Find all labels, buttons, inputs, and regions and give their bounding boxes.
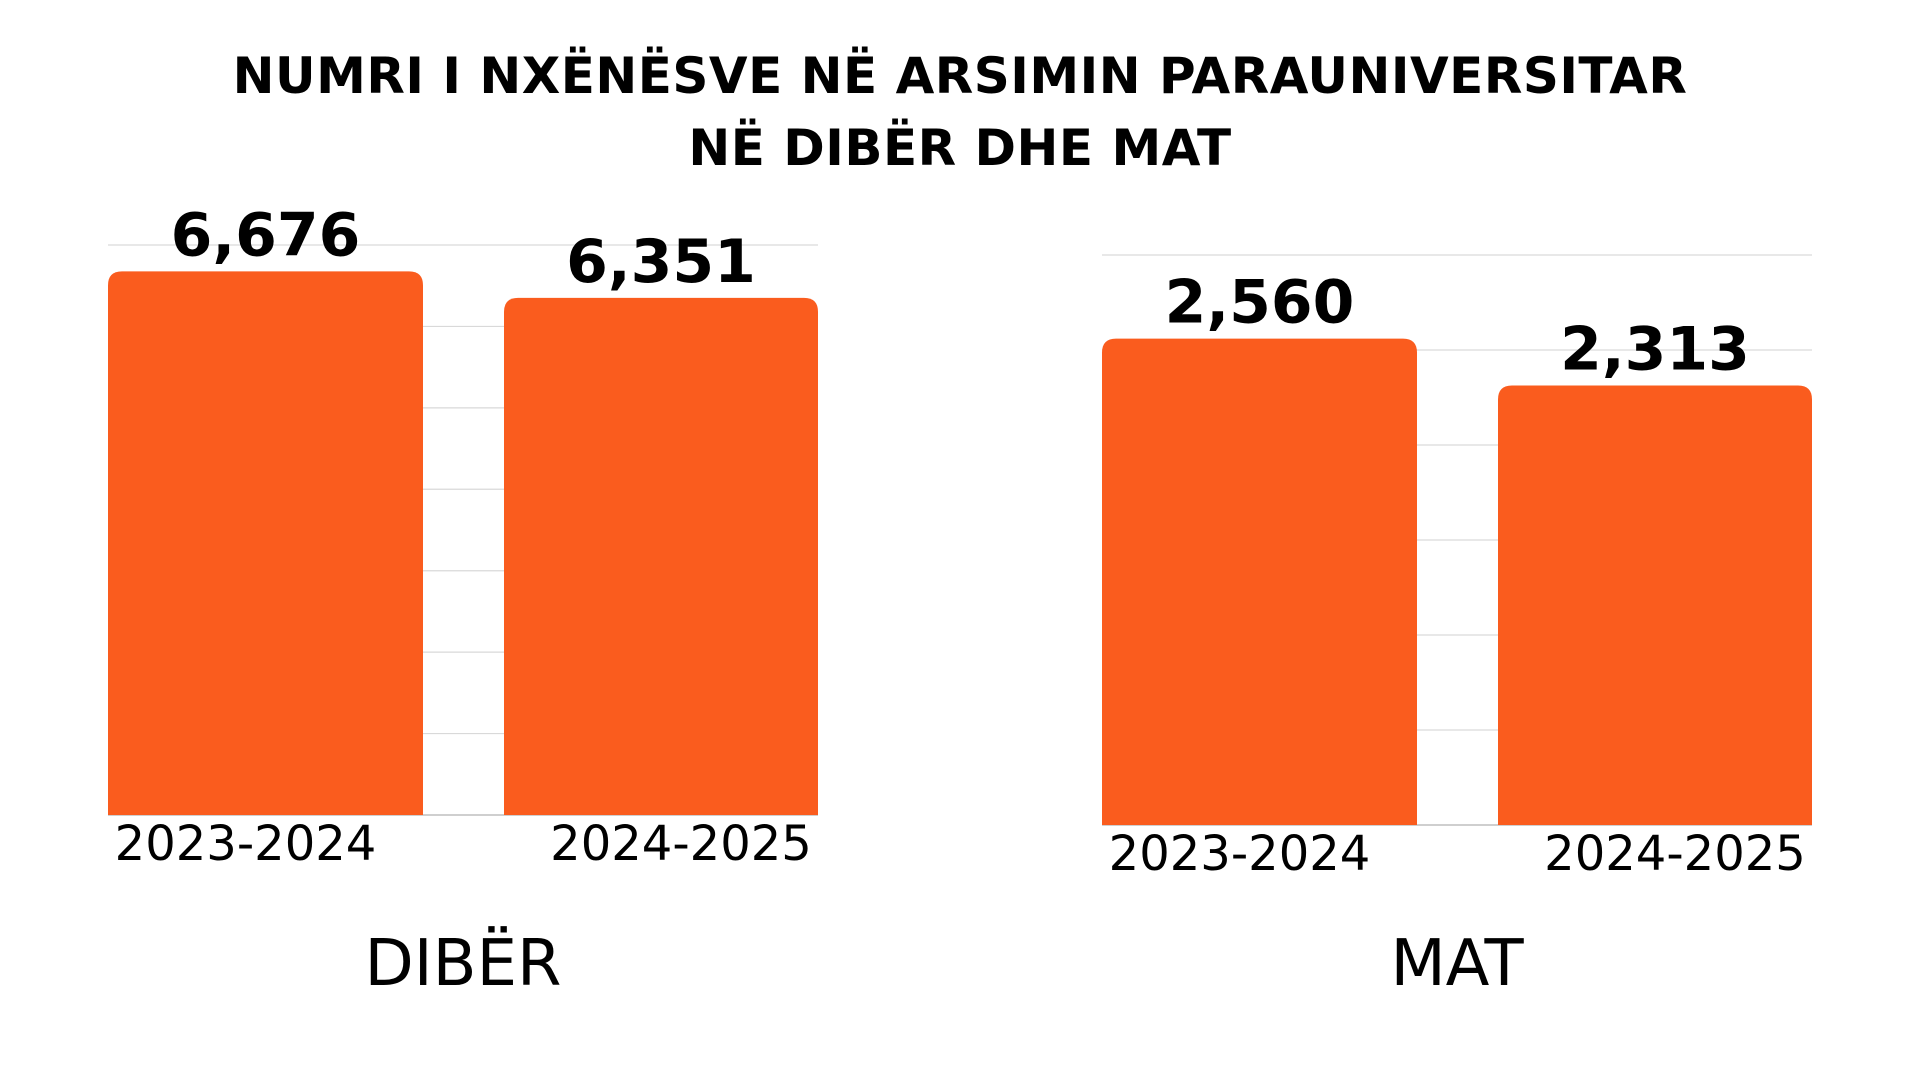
bar (108, 271, 423, 816)
data-label: 2,560 (1165, 268, 1355, 338)
data-label: 6,676 (171, 200, 361, 270)
bar (504, 297, 818, 815)
data-label: 6,351 (566, 227, 756, 297)
chart-mat: 2,560 2023-2024 2,313 2024-2025 MAT (1102, 254, 1812, 1001)
chart-title-line2: NË DIBËR DHE MAT (688, 119, 1232, 177)
category-label: 2024-2025 (550, 816, 812, 872)
chart-diber: 6,676 2023-2024 6,351 2024-2025 DIBËR (108, 200, 818, 1001)
category-label: 2023-2024 (1109, 826, 1371, 882)
chart-title: NUMRI I NXËNËSVE NË ARSIMIN PARAUNIVERSI… (0, 40, 1920, 184)
category-label: 2024-2025 (1544, 826, 1806, 882)
bar (1102, 338, 1417, 825)
group-title: MAT (1390, 927, 1524, 1001)
category-label: 2023-2024 (115, 816, 377, 872)
data-label: 2,313 (1560, 315, 1750, 385)
group-title: DIBËR (365, 926, 562, 1001)
chart-title-line1: NUMRI I NXËNËSVE NË ARSIMIN PARAUNIVERSI… (232, 47, 1688, 105)
bar (1498, 385, 1812, 825)
